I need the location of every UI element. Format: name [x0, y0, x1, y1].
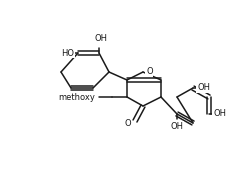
Text: HO: HO — [61, 48, 74, 57]
Text: OH: OH — [95, 34, 107, 43]
Text: O: O — [124, 120, 131, 129]
Text: methoxy: methoxy — [58, 93, 95, 102]
Text: OH: OH — [213, 110, 226, 119]
Text: OH: OH — [170, 122, 184, 131]
Text: OH: OH — [197, 84, 210, 93]
Text: O: O — [146, 67, 153, 76]
